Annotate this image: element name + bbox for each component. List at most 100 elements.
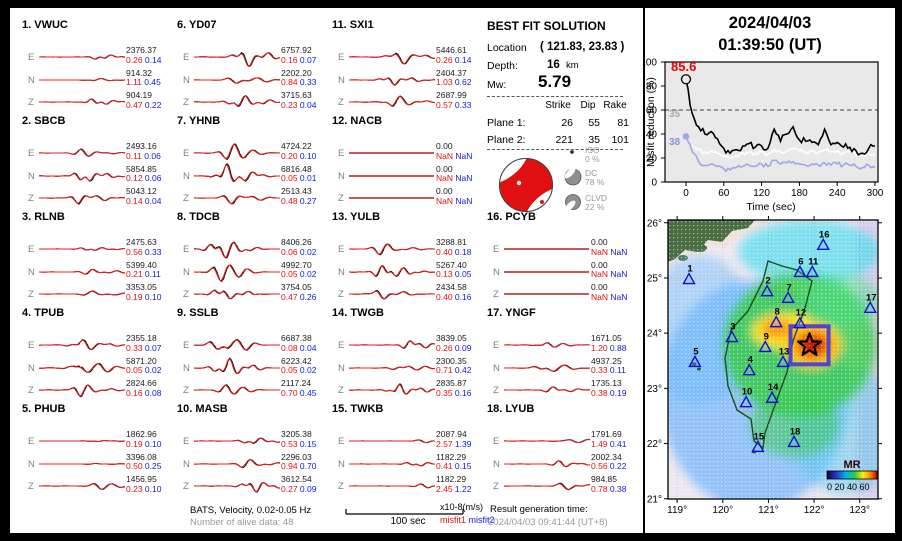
component-letter: E — [493, 340, 500, 351]
misfit-values: 0.84 0.33 — [281, 77, 333, 88]
misfit2-legend-label: misfit2 — [468, 515, 495, 525]
misfit-values: 0.23 0.10 — [126, 484, 178, 495]
misfit2-value: 0.02 — [299, 246, 317, 257]
misfit2-value: 0.70 — [299, 461, 317, 471]
station-number-label: 7 — [786, 282, 791, 293]
misfit2-value: 0.06 — [144, 173, 162, 183]
misfit-y-tick: 80 — [646, 82, 658, 93]
peak-amplitude: 5399.40 — [126, 259, 157, 270]
component-letter: E — [338, 52, 345, 63]
station-triangle-icon — [776, 354, 790, 368]
trace-values: 4937.25 0.33 0.11 — [591, 356, 643, 376]
waveform-trace — [348, 483, 435, 489]
clvd-pct: 22 % — [585, 202, 605, 212]
misfit1-value: 0.05 — [281, 365, 298, 375]
misfit2-value: 0.18 — [454, 246, 472, 257]
misfit2-value: NaN — [610, 246, 628, 257]
misfit-values: 0.16 0.07 — [281, 54, 333, 66]
misfit1-value: 0.35 — [436, 387, 453, 398]
waveform-trace — [193, 356, 280, 374]
misfit1-value: 0.26 — [126, 54, 143, 65]
misfit-values: 0.56 0.22 — [591, 461, 643, 472]
station-triangle-icon — [793, 264, 807, 278]
station-number-label: 5 — [693, 346, 699, 357]
misfit1-value: 0.26 — [436, 54, 453, 65]
component-letter: Z — [183, 289, 189, 300]
misfit-values: 0.08 0.04 — [281, 343, 333, 354]
map-lat-tick: 22° — [647, 439, 662, 450]
peak-amplitude: 2296.03 — [281, 451, 312, 462]
component-letter: E — [183, 52, 190, 63]
map-lon-tick: 123° — [849, 505, 870, 516]
misfit1-value: 0.38 — [591, 387, 608, 398]
peak-amplitude: 3612.54 — [281, 474, 312, 484]
mw-label: Mw: — [487, 79, 507, 91]
peak-amplitude: 2687.99 — [436, 90, 467, 100]
peak-amplitude: 4992.70 — [281, 259, 312, 270]
misfit2-value: 0.14 — [454, 54, 472, 65]
station-triangle-icon — [805, 264, 819, 278]
peak-amplitude: 904.19 — [126, 90, 152, 100]
component-letter: E — [28, 340, 35, 351]
station-triangle-icon — [787, 434, 801, 448]
waveform-trace — [194, 437, 281, 444]
station-name: 13. YULB — [332, 211, 381, 223]
component-letter: N — [183, 74, 190, 86]
component-letter: N — [28, 74, 35, 86]
misfit1-value: 0.57 — [436, 99, 453, 110]
trace-values: 2296.03 0.94 0.70 — [281, 451, 333, 472]
trace-values: 5871.20 0.05 0.02 — [126, 356, 178, 376]
misfit-values: 0.11 0.06 — [126, 151, 178, 162]
station-number-label: 15 — [754, 431, 765, 442]
start-misfit-label: 85.6 — [671, 59, 696, 74]
misfit-values: 0.26 0.14 — [436, 54, 488, 66]
station-number-label: 4 — [748, 355, 754, 366]
trace-values: 2376.37 0.26 0.14 — [126, 45, 178, 65]
component-letter: E — [183, 244, 190, 255]
misfit1-value: 0.21 — [126, 269, 143, 279]
waveform-trace — [194, 241, 280, 259]
peak-amplitude: 5043.12 — [126, 186, 157, 196]
station-panel: 17. YNGF E 1671.05 1.20 0.88 N 4937.25 0.33 0… — [487, 307, 641, 403]
component-letter: Z — [183, 97, 189, 108]
pressure-axis-dot — [516, 180, 522, 186]
trace-values: 1862.96 0.19 0.10 — [126, 429, 178, 449]
misfit-x-tick: 240 — [829, 188, 846, 199]
station-name: 6. YD07 — [177, 19, 217, 31]
misfit-x-tick: 0 — [683, 188, 689, 199]
misfit2-value: 0.02 — [299, 365, 317, 375]
station-triangle-icon — [793, 316, 807, 329]
misfit2-value: 0.09 — [299, 483, 317, 494]
station-name: 16. PCYB — [487, 211, 536, 223]
misfit-values: 0.94 0.70 — [281, 461, 333, 472]
component-letter: E — [493, 244, 500, 255]
station-triangle-icon — [769, 315, 783, 328]
dc-pct: 78 % — [585, 177, 605, 187]
waveform-trace — [193, 143, 281, 161]
trace-values: 4992.70 0.05 0.02 — [281, 259, 333, 280]
waveform-trace — [504, 270, 589, 273]
misfit2-value: 0.07 — [299, 54, 317, 65]
trace-values: 2117.24 0.70 0.45 — [281, 378, 333, 398]
misfit2-value: 0.10 — [299, 150, 317, 161]
station-name: 4. TPUB — [22, 307, 65, 319]
misfit1-value: NaN — [436, 173, 454, 183]
station-number-label: 17 — [866, 292, 877, 303]
trace-values: 4724.22 0.20 0.10 — [281, 141, 333, 161]
misfit2-value: NaN — [610, 291, 628, 302]
misfit-values: 0.38 0.19 — [591, 387, 643, 399]
misfit1-value: 0.14 — [126, 195, 143, 206]
station-number-label: 3 — [730, 322, 735, 333]
misfit2-value: 0.33 — [299, 77, 317, 87]
misfit2-value: 0.11 — [144, 269, 161, 279]
misfit1-value: 0.47 — [126, 99, 143, 110]
misfit1-value: 0.53 — [281, 438, 298, 449]
misfit-values: 0.53 0.15 — [281, 438, 333, 450]
misfit-values: NaN NaN — [591, 269, 643, 280]
peak-amplitude: 1671.05 — [591, 333, 622, 343]
iso-pct: 0 % — [585, 154, 600, 164]
waveform-trace — [39, 483, 126, 490]
scalebar-label: 100 sec — [390, 516, 426, 527]
waveform-trace — [39, 268, 126, 275]
